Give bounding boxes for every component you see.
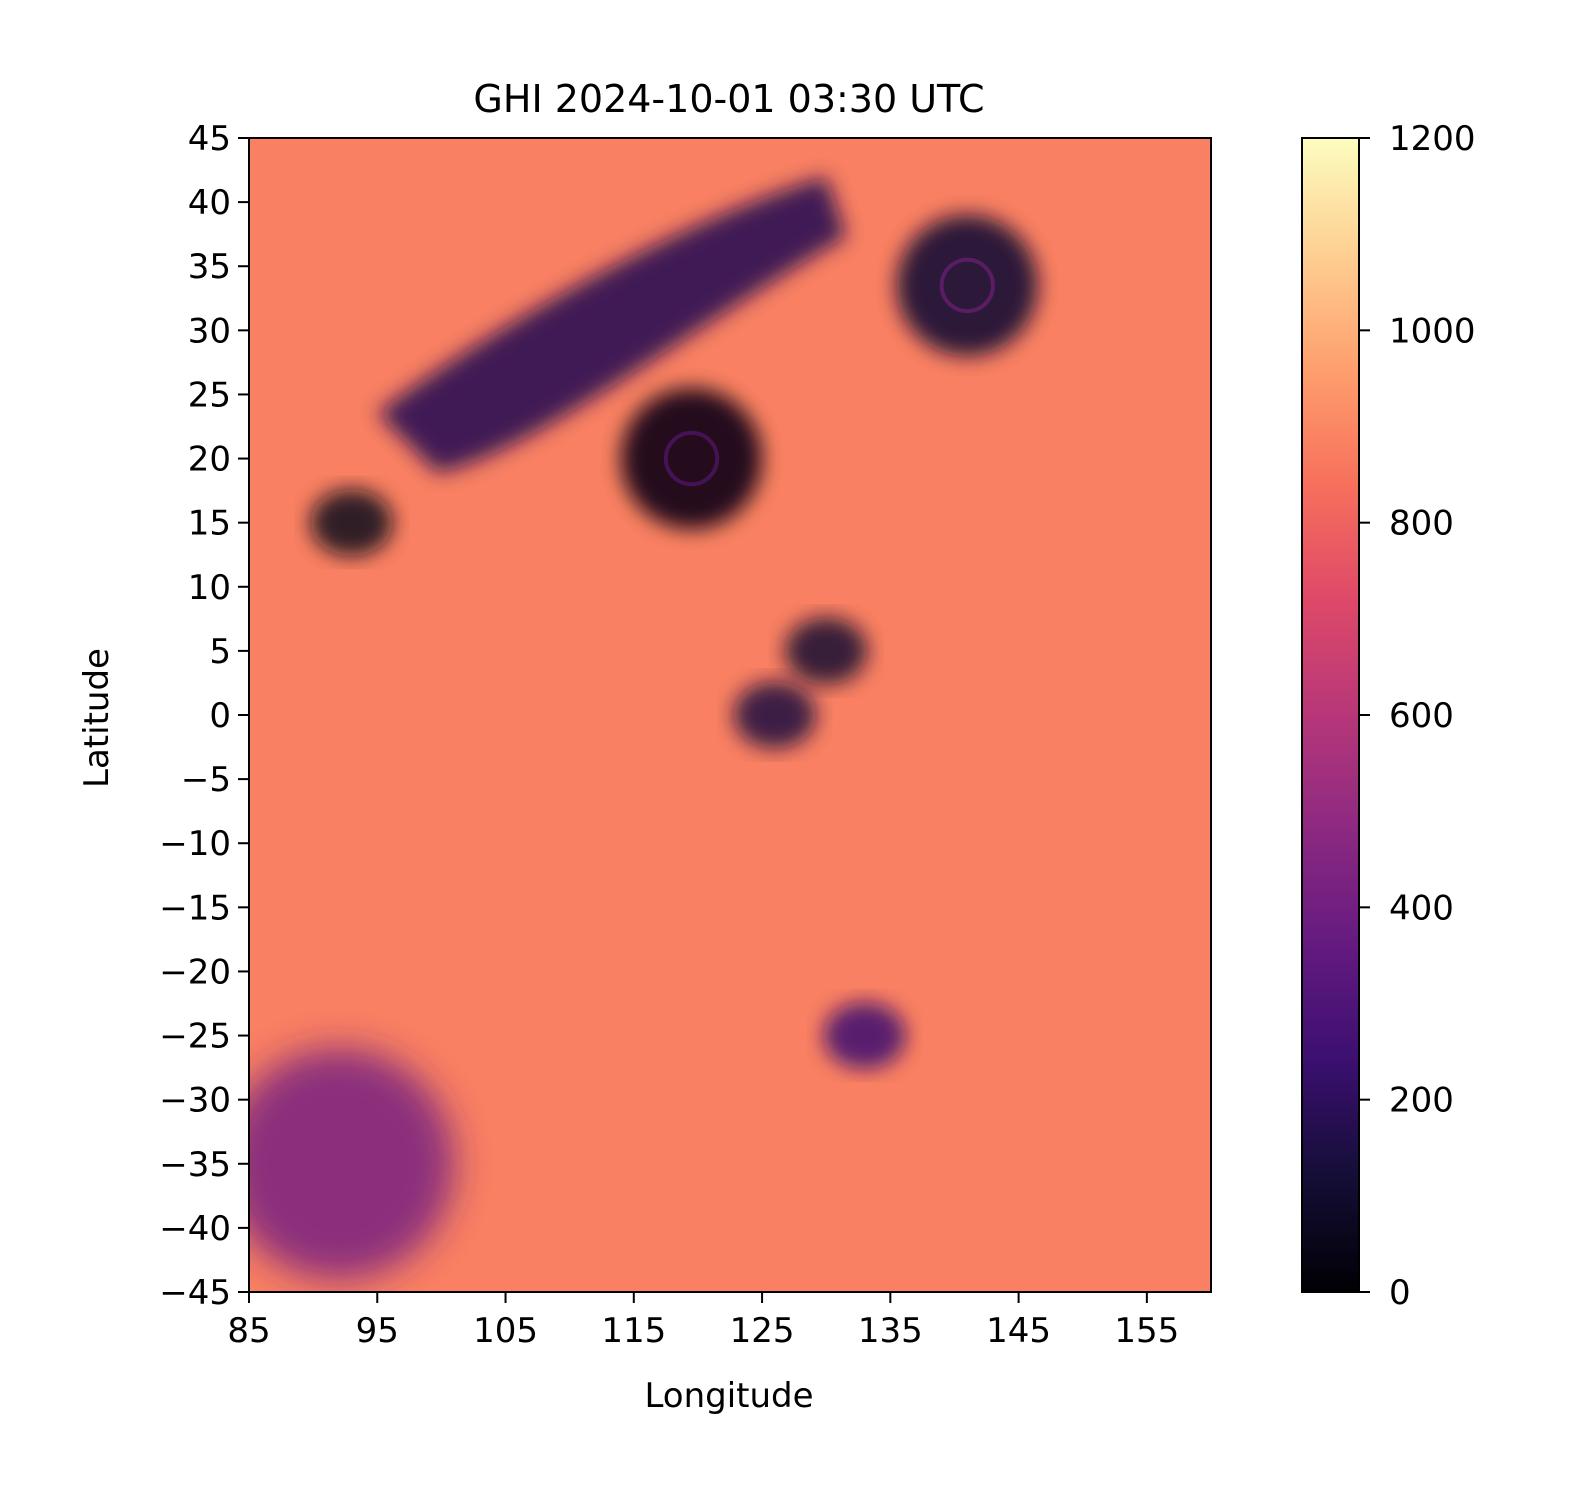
x-tick-label: 115 xyxy=(601,1311,666,1351)
plot-area xyxy=(249,138,1211,1292)
colorbar-tick-label: 600 xyxy=(1389,696,1454,736)
x-tick-label: 135 xyxy=(858,1311,923,1351)
colorbar-tick-label: 800 xyxy=(1389,504,1454,544)
colorbar-gradient xyxy=(1302,138,1359,1292)
colorbar-tick-label: 200 xyxy=(1389,1081,1454,1121)
y-tick-label: 45 xyxy=(188,119,231,159)
x-tick-label: 155 xyxy=(1114,1311,1179,1351)
x-tick-label: 105 xyxy=(473,1311,538,1351)
y-tick-label: 25 xyxy=(188,375,231,415)
y-tick-label: −10 xyxy=(159,824,231,864)
cloud-cluster-mark xyxy=(823,1002,906,1069)
colorbar-ticks: 0 200 400 600 800 1000 1200 xyxy=(1359,119,1476,1313)
cloud-band-mark xyxy=(377,176,847,473)
y-tick-label: 40 xyxy=(188,183,231,223)
x-tick-label: 85 xyxy=(227,1311,270,1351)
y-tick-label: −5 xyxy=(181,760,231,800)
colorbar-tick-label: 0 xyxy=(1389,1273,1411,1313)
x-tick-label: 125 xyxy=(730,1311,795,1351)
chart-title: GHI 2024-10-01 03:30 UTC xyxy=(473,77,984,121)
colorbar-tick-label: 400 xyxy=(1389,888,1454,928)
cloud-cluster-mark xyxy=(733,681,816,749)
y-tick-label: −20 xyxy=(159,952,231,992)
y-tick-label: 10 xyxy=(188,568,231,608)
y-tick-label: −45 xyxy=(159,1273,231,1313)
y-tick-label: −35 xyxy=(159,1145,231,1185)
colorbar-tick-label: 1000 xyxy=(1389,311,1476,351)
cyclone-mark xyxy=(620,388,763,530)
x-tick-label: 95 xyxy=(356,1311,399,1351)
y-axis-label: Latitude xyxy=(77,648,117,788)
y-axis: 45 40 35 30 25 20 15 10 5 0 −5 −10 −15 −20 −25 −30 −35 −4… xyxy=(159,119,249,1313)
heatmap-features xyxy=(249,176,1038,1280)
cloud-cluster-mark xyxy=(310,489,393,557)
cloud-cluster-mark xyxy=(785,617,868,685)
y-tick-label: −30 xyxy=(159,1081,231,1121)
y-tick-label: 35 xyxy=(188,247,231,287)
cloud-field-mark xyxy=(249,1048,455,1280)
x-tick-label: 145 xyxy=(986,1311,1051,1351)
y-tick-label: 5 xyxy=(209,632,231,672)
y-tick-label: 0 xyxy=(209,696,231,736)
x-axis-label: Longitude xyxy=(644,1376,813,1416)
x-axis: 85 95 105 115 125 135 145 155 xyxy=(227,1292,1179,1351)
y-tick-label: 15 xyxy=(188,504,231,544)
y-tick-label: 20 xyxy=(188,440,231,480)
y-tick-label: −25 xyxy=(159,1017,231,1057)
cyclone-eye-ring xyxy=(939,257,995,314)
y-tick-label: −40 xyxy=(159,1209,231,1249)
cyclone-mark xyxy=(896,214,1038,357)
cyclone-eye-ring xyxy=(663,430,720,487)
colorbar-tick-label: 1200 xyxy=(1389,119,1476,159)
colorbar: 0 200 400 600 800 1000 1200 xyxy=(1301,119,1476,1313)
y-tick-label: −15 xyxy=(159,888,231,928)
y-tick-label: 30 xyxy=(188,311,231,351)
